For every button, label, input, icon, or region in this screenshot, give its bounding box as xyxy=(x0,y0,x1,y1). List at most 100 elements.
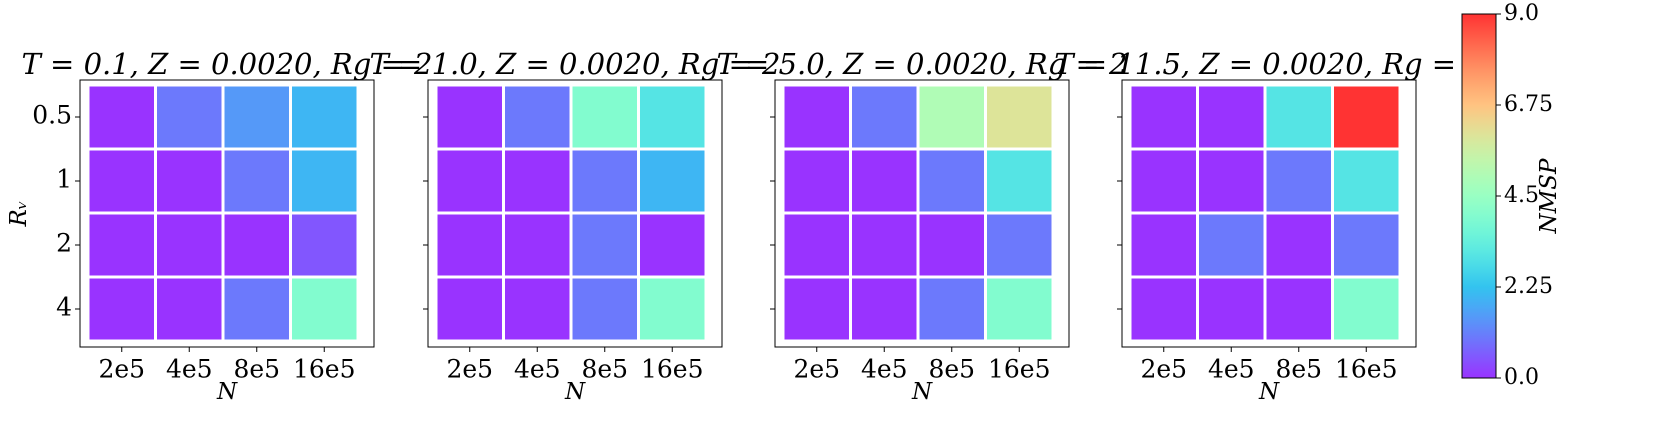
cell xyxy=(292,86,357,148)
cell xyxy=(987,278,1052,340)
cell xyxy=(505,150,570,212)
cell xyxy=(437,214,502,276)
x-tick-label: 2e5 xyxy=(1140,355,1187,384)
cell xyxy=(224,150,289,212)
cell xyxy=(157,86,222,148)
colorbar-tick-label: 9.0 xyxy=(1504,1,1539,26)
cell xyxy=(437,86,502,148)
cell xyxy=(572,150,637,212)
cell xyxy=(505,214,570,276)
cell xyxy=(505,86,570,148)
cell xyxy=(224,214,289,276)
cell xyxy=(292,278,357,340)
panel-title: T = 0.1, Z = 0.0020, Rg = 2 xyxy=(21,47,432,81)
x-tick-label: 4e5 xyxy=(514,355,561,384)
cell xyxy=(640,278,705,340)
x-axis-label: N xyxy=(911,379,933,405)
plot-frame xyxy=(79,79,375,348)
cell xyxy=(505,278,570,340)
x-tick-label: 8e5 xyxy=(1275,355,1322,384)
cell xyxy=(292,214,357,276)
x-tick-label: 8e5 xyxy=(928,355,975,384)
cell xyxy=(89,214,154,276)
cell xyxy=(640,150,705,212)
colorbar-label: NMSP xyxy=(1536,158,1562,234)
x-tick-label: 4e5 xyxy=(1208,355,1255,384)
cell xyxy=(572,278,637,340)
cell xyxy=(784,150,849,212)
cell xyxy=(224,278,289,340)
cell xyxy=(1334,278,1399,340)
colorbar-tick-label: 0.0 xyxy=(1504,365,1539,390)
x-tick-label: 8e5 xyxy=(581,355,628,384)
cell xyxy=(437,278,502,340)
cell xyxy=(852,214,917,276)
panel-title: T = 11.5, Z = 0.0020, Rg = 2 xyxy=(1054,47,1483,81)
cell xyxy=(1131,214,1196,276)
colorbar-tick-label: 4.5 xyxy=(1504,183,1539,208)
cell xyxy=(1266,86,1331,148)
cell xyxy=(852,278,917,340)
cell xyxy=(1199,150,1264,212)
cell xyxy=(1334,214,1399,276)
colorbar xyxy=(1461,13,1497,379)
cell xyxy=(292,150,357,212)
cell xyxy=(640,86,705,148)
plot-frame xyxy=(1121,79,1417,348)
cell xyxy=(1199,278,1264,340)
plot-frame xyxy=(774,79,1070,348)
cell xyxy=(1131,278,1196,340)
cell xyxy=(919,278,984,340)
cell xyxy=(919,150,984,212)
x-tick-label: 16e5 xyxy=(293,355,356,384)
cell xyxy=(1334,86,1399,148)
y-tick-label: 0.5 xyxy=(32,101,72,130)
y-axis-label: Rᵥ xyxy=(6,201,32,228)
cell xyxy=(1266,278,1331,340)
x-tick-label: 2e5 xyxy=(446,355,493,384)
x-tick-label: 16e5 xyxy=(988,355,1051,384)
x-tick-label: 8e5 xyxy=(233,355,280,384)
x-axis-label: N xyxy=(564,379,586,405)
cell xyxy=(89,278,154,340)
cell xyxy=(919,86,984,148)
x-tick-label: 4e5 xyxy=(166,355,213,384)
y-tick-label: 2 xyxy=(56,229,72,258)
cell xyxy=(852,150,917,212)
cell xyxy=(224,86,289,148)
cell xyxy=(437,150,502,212)
plot-frame xyxy=(427,79,723,348)
cell xyxy=(784,214,849,276)
colorbar-tick-label: 6.75 xyxy=(1504,92,1553,117)
x-tick-label: 16e5 xyxy=(641,355,704,384)
cell xyxy=(987,86,1052,148)
panel-title: T = 1.0, Z = 0.0020, Rg = 2 xyxy=(369,47,780,81)
cell xyxy=(640,214,705,276)
cell xyxy=(1266,150,1331,212)
cell xyxy=(1266,214,1331,276)
cell xyxy=(784,278,849,340)
cell xyxy=(1131,86,1196,148)
cell xyxy=(987,150,1052,212)
cell xyxy=(919,214,984,276)
y-tick-label: 1 xyxy=(56,165,72,194)
cell xyxy=(1199,214,1264,276)
x-axis-label: N xyxy=(216,379,238,405)
cell xyxy=(157,150,222,212)
panel-title: T = 5.0, Z = 0.0020, Rg = 2 xyxy=(716,47,1127,81)
x-tick-label: 16e5 xyxy=(1335,355,1398,384)
cell xyxy=(1334,150,1399,212)
cell xyxy=(784,86,849,148)
cell xyxy=(157,278,222,340)
x-tick-label: 4e5 xyxy=(861,355,908,384)
colorbar-tick-label: 2.25 xyxy=(1504,274,1553,299)
cell xyxy=(987,214,1052,276)
cell xyxy=(852,86,917,148)
cell xyxy=(157,214,222,276)
x-tick-label: 2e5 xyxy=(793,355,840,384)
cell xyxy=(1131,150,1196,212)
cell xyxy=(1199,86,1264,148)
cell xyxy=(572,86,637,148)
y-tick-label: 4 xyxy=(56,293,72,322)
